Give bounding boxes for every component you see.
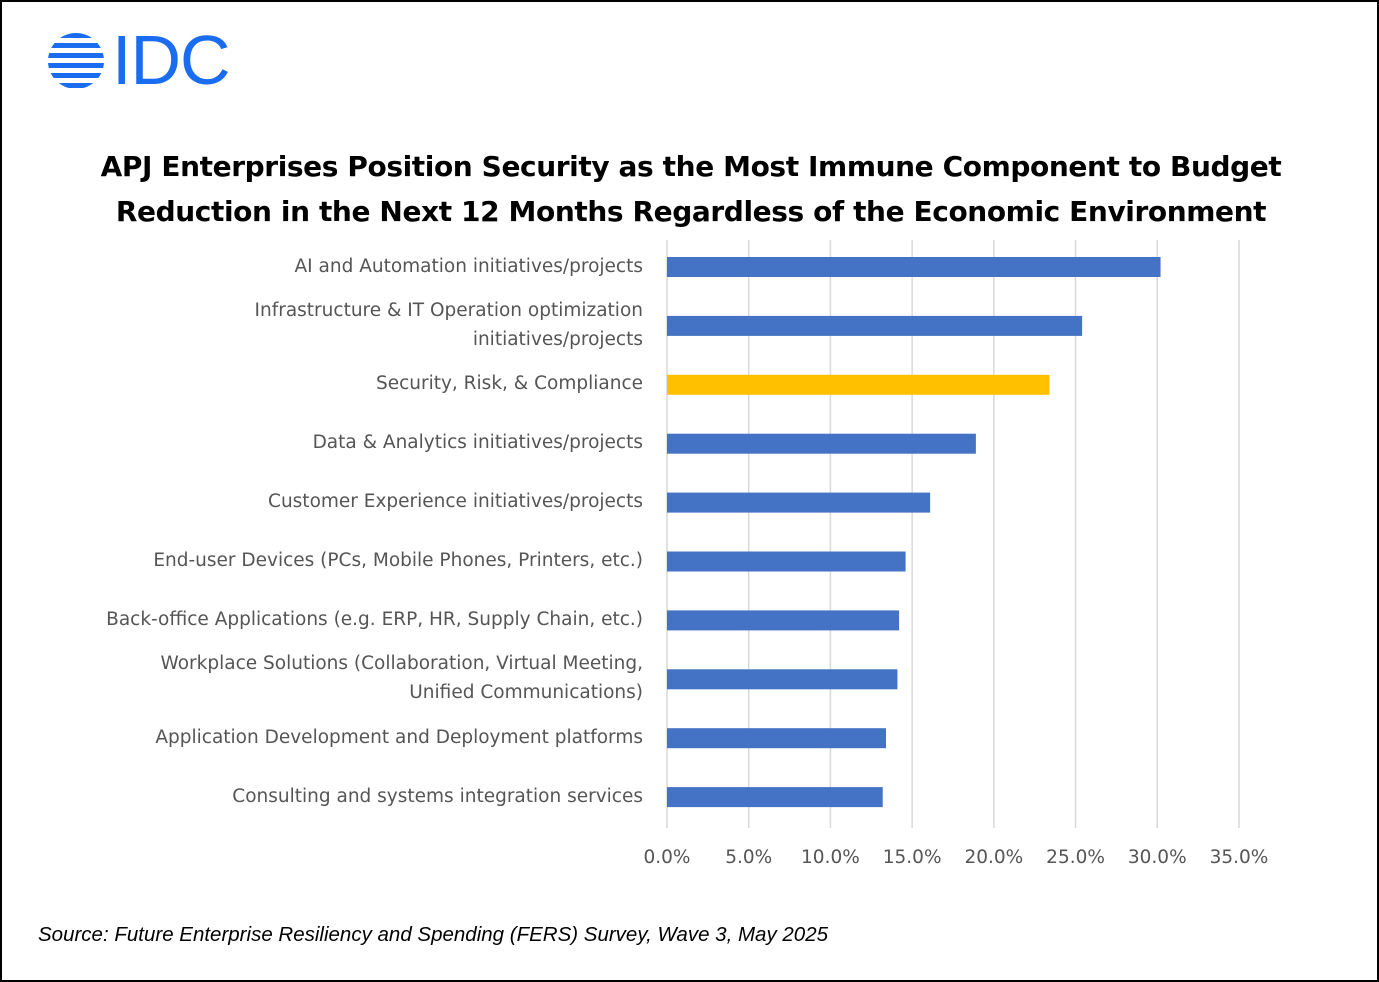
chart-title: APJ Enterprises Position Security as the… — [62, 144, 1320, 234]
bar — [667, 257, 1161, 277]
logo-wordmark: IDC — [112, 21, 231, 99]
bar — [667, 551, 906, 572]
category-label: Back-office Applications (e.g. ERP, HR, … — [106, 608, 643, 630]
bars — [667, 257, 1161, 808]
bar — [667, 610, 900, 631]
source-note: Source: Future Enterprise Resiliency and… — [38, 923, 829, 946]
chart-title-line-2: Reduction in the Next 12 Months Regardle… — [115, 195, 1267, 228]
x-tick-label: 25.0% — [1046, 847, 1105, 868]
category-label: Application Development and Deployment p… — [155, 726, 643, 748]
bar — [667, 433, 976, 454]
idc-logo: IDC — [46, 22, 246, 98]
bar — [667, 728, 886, 749]
bar — [667, 315, 1083, 336]
x-tick-label: 35.0% — [1209, 847, 1269, 868]
category-label: Customer Experience initiatives/projects — [268, 491, 643, 513]
bar — [667, 492, 931, 513]
bar — [667, 374, 1050, 395]
category-label: Infrastructure & IT Operation optimizati… — [254, 299, 643, 350]
category-label: Workplace Solutions (Collaboration, Virt… — [160, 653, 643, 704]
x-tick-label: 30.0% — [1127, 847, 1187, 868]
category-label: Security, Risk, & Compliance — [375, 373, 643, 395]
x-tick-label: 10.0% — [801, 847, 860, 868]
category-label: End-user Devices (PCs, Mobile Phones, Pr… — [153, 550, 643, 571]
bar — [667, 787, 883, 808]
x-tick-label: 20.0% — [964, 847, 1024, 868]
chart-title-line-1: APJ Enterprises Position Security as the… — [100, 150, 1282, 183]
bar — [667, 669, 898, 690]
category-label: AI and Automation initiatives/projects — [294, 255, 643, 277]
x-tick-label: 15.0% — [882, 847, 942, 868]
x-tick-label: 0.0% — [643, 847, 691, 868]
globe-stripes-icon — [48, 33, 104, 88]
x-tick-label: 5.0% — [725, 847, 773, 868]
category-label: Consulting and systems integration servi… — [232, 785, 643, 807]
category-label: Data & Analytics initiatives/projects — [312, 432, 643, 454]
